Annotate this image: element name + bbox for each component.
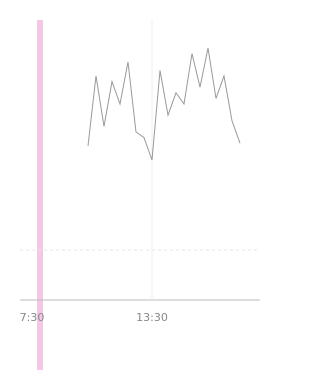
x-tick-label: 13:30 bbox=[136, 311, 168, 324]
x-tick-label: 7:30 bbox=[20, 311, 45, 324]
chart: 7:30 13:30 bbox=[0, 0, 281, 376]
data-line bbox=[88, 48, 240, 160]
